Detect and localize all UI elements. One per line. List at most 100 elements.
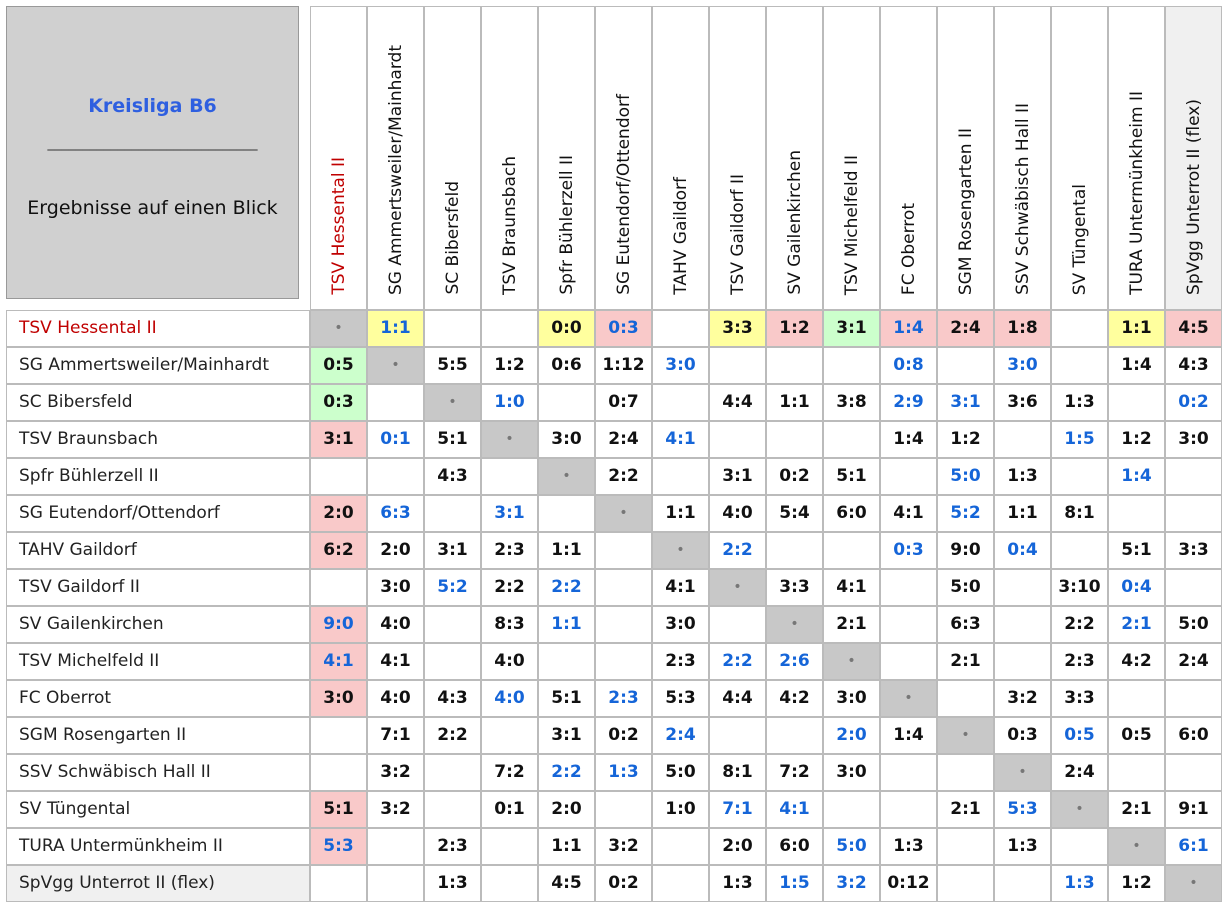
score-cell: 1:2 xyxy=(937,421,994,458)
empty-cell xyxy=(1165,495,1222,532)
row-team: TURA Untermünkheim II xyxy=(6,828,310,865)
column-team: SG Eutendorf/Ottendorf xyxy=(613,94,634,295)
score-cell: 2:2 xyxy=(481,569,538,606)
row-team: Spfr Bühlerzell II xyxy=(6,458,310,495)
subtitle: Ergebnisse auf einen Blick xyxy=(27,197,278,219)
row-team: TSV Michelfeld II xyxy=(6,643,310,680)
score-cell: 5:0 xyxy=(1165,606,1222,643)
score-cell: 1:4 xyxy=(880,717,937,754)
score-cell: 1:1 xyxy=(652,495,709,532)
score-cell: 2:2 xyxy=(538,569,595,606)
score-cell: 3:3 xyxy=(1051,680,1108,717)
score-cell: 3:0 xyxy=(652,347,709,384)
score-cell: 3:1 xyxy=(709,458,766,495)
score-cell: 1:3 xyxy=(994,458,1051,495)
empty-cell xyxy=(766,717,823,754)
score-cell: 5:1 xyxy=(310,791,367,828)
score-cell: 2:0 xyxy=(823,717,880,754)
score-cell: 0:2 xyxy=(1165,384,1222,421)
score-cell: 0:4 xyxy=(1108,569,1165,606)
score-cell: 1:3 xyxy=(424,865,481,902)
score-cell: 9:0 xyxy=(937,532,994,569)
column-team: TAHV Gaildorf xyxy=(670,177,691,295)
column-header: TSV Hessental II xyxy=(310,6,367,310)
score-cell: 4:5 xyxy=(1165,310,1222,347)
score-cell: 5:3 xyxy=(652,680,709,717)
score-cell: 1:2 xyxy=(1108,865,1165,902)
row-team: SpVgg Unterrot II (flex) xyxy=(6,865,310,902)
score-cell: 3:8 xyxy=(823,384,880,421)
title-box: Kreisliga B6 ___________________________… xyxy=(6,6,299,299)
score-cell: 4:1 xyxy=(823,569,880,606)
empty-cell xyxy=(481,865,538,902)
score-cell: 4:1 xyxy=(652,569,709,606)
score-cell: 2:0 xyxy=(709,828,766,865)
column-team: TURA Untermünkheim II xyxy=(1126,91,1147,295)
empty-cell xyxy=(595,643,652,680)
row-team: TSV Gaildorf II xyxy=(6,569,310,606)
score-cell: 2:3 xyxy=(481,532,538,569)
score-cell: 2:2 xyxy=(424,717,481,754)
title: Kreisliga B6 xyxy=(88,95,217,117)
row-team: FC Oberrot xyxy=(6,680,310,717)
empty-cell xyxy=(1051,310,1108,347)
empty-cell xyxy=(1051,458,1108,495)
score-cell: 4:2 xyxy=(1108,643,1165,680)
empty-cell xyxy=(1165,680,1222,717)
empty-cell xyxy=(424,643,481,680)
empty-cell xyxy=(538,643,595,680)
empty-cell xyxy=(880,458,937,495)
score-cell: 2:1 xyxy=(937,643,994,680)
score-cell: 0:2 xyxy=(595,865,652,902)
empty-cell xyxy=(652,384,709,421)
diagonal-cell: • xyxy=(880,680,937,717)
score-cell: 6:3 xyxy=(367,495,424,532)
score-cell: 2:0 xyxy=(367,532,424,569)
empty-cell xyxy=(652,458,709,495)
score-cell: 2:3 xyxy=(424,828,481,865)
score-cell: 1:1 xyxy=(538,606,595,643)
row-team: SV Tüngental xyxy=(6,791,310,828)
score-cell: 7:2 xyxy=(766,754,823,791)
score-cell: 0:3 xyxy=(310,384,367,421)
score-cell: 5:4 xyxy=(766,495,823,532)
score-cell: 4:0 xyxy=(367,680,424,717)
score-cell: 0:0 xyxy=(538,310,595,347)
score-cell: 7:2 xyxy=(481,754,538,791)
empty-cell xyxy=(994,865,1051,902)
column-team: TSV Hessental II xyxy=(328,157,349,295)
empty-cell xyxy=(481,310,538,347)
score-cell: 5:5 xyxy=(424,347,481,384)
score-cell: 6:0 xyxy=(1165,717,1222,754)
column-team: SC Bibersfeld xyxy=(442,181,463,295)
score-cell: 4:4 xyxy=(709,384,766,421)
score-cell: 1:2 xyxy=(1108,421,1165,458)
score-cell: 4:0 xyxy=(367,606,424,643)
score-cell: 3:1 xyxy=(823,310,880,347)
empty-cell xyxy=(424,754,481,791)
empty-cell xyxy=(310,754,367,791)
empty-cell xyxy=(880,643,937,680)
column-header: TSV Gaildorf II xyxy=(709,6,766,310)
score-cell: 3:0 xyxy=(652,606,709,643)
row-team: SV Gailenkirchen xyxy=(6,606,310,643)
score-cell: 0:5 xyxy=(310,347,367,384)
score-cell: 3:6 xyxy=(994,384,1051,421)
score-cell: 2:4 xyxy=(652,717,709,754)
score-cell: 1:3 xyxy=(595,754,652,791)
empty-cell xyxy=(994,643,1051,680)
score-cell: 6:3 xyxy=(937,606,994,643)
empty-cell xyxy=(937,347,994,384)
row-team: SSV Schwäbisch Hall II xyxy=(6,754,310,791)
column-team: SpVgg Unterrot II (flex) xyxy=(1183,99,1204,295)
empty-cell xyxy=(709,421,766,458)
score-cell: 2:2 xyxy=(1051,606,1108,643)
score-cell: 5:2 xyxy=(424,569,481,606)
score-cell: 4:1 xyxy=(766,791,823,828)
score-cell: 1:1 xyxy=(994,495,1051,532)
empty-cell xyxy=(823,421,880,458)
empty-cell xyxy=(595,606,652,643)
score-cell: 4:1 xyxy=(310,643,367,680)
empty-cell xyxy=(994,606,1051,643)
empty-cell xyxy=(595,532,652,569)
